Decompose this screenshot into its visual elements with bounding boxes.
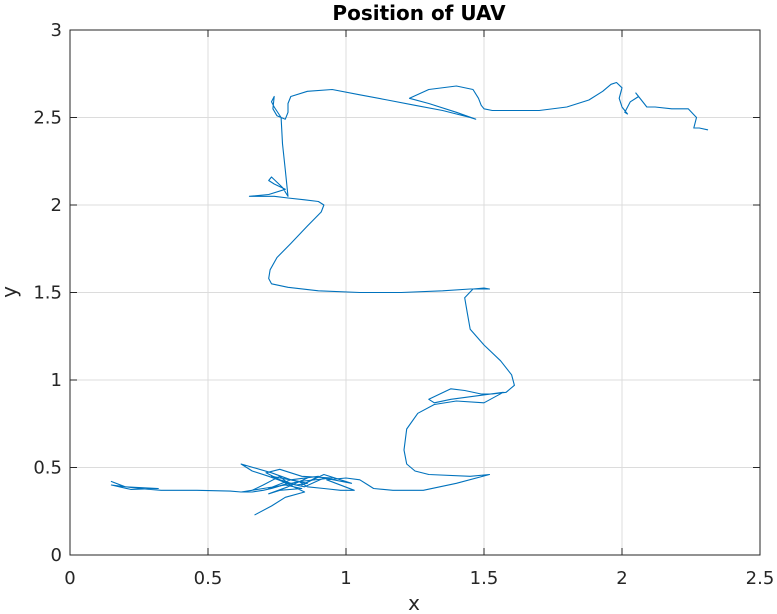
y-tick-label: 0.5	[33, 458, 62, 479]
x-tick-label: 1.5	[470, 568, 499, 589]
grid-lines	[69, 29, 761, 556]
trajectory-line-1	[110, 81, 709, 493]
y-tick-label: 0	[51, 545, 62, 566]
y-axis-label: y	[0, 286, 21, 298]
plot-area-frame	[69, 29, 761, 556]
x-tick-labels: 0 0.5 1 1.5 2 2.5	[64, 568, 774, 589]
x-tick-label: 2.5	[746, 568, 775, 589]
y-tick-label: 2.5	[33, 108, 62, 129]
y-tick-labels: 0 0.5 1 1.5 2 2.5 3	[33, 20, 62, 566]
y-tick-label: 2	[51, 195, 62, 216]
y-tick-label: 1	[51, 370, 62, 391]
chart-title: Position of UAV	[332, 1, 506, 25]
x-tick-label: 0.5	[194, 568, 223, 589]
x-axis-label: x	[408, 591, 420, 614]
x-tick-label: 0	[64, 568, 75, 589]
y-tick-label: 3	[51, 20, 62, 41]
y-tick-label: 1.5	[33, 283, 62, 304]
axes	[69, 29, 761, 556]
x-tick-label: 2	[616, 568, 627, 589]
trajectory-line-2	[240, 473, 353, 516]
x-tick-label: 1	[340, 568, 351, 589]
series-group	[110, 81, 709, 516]
